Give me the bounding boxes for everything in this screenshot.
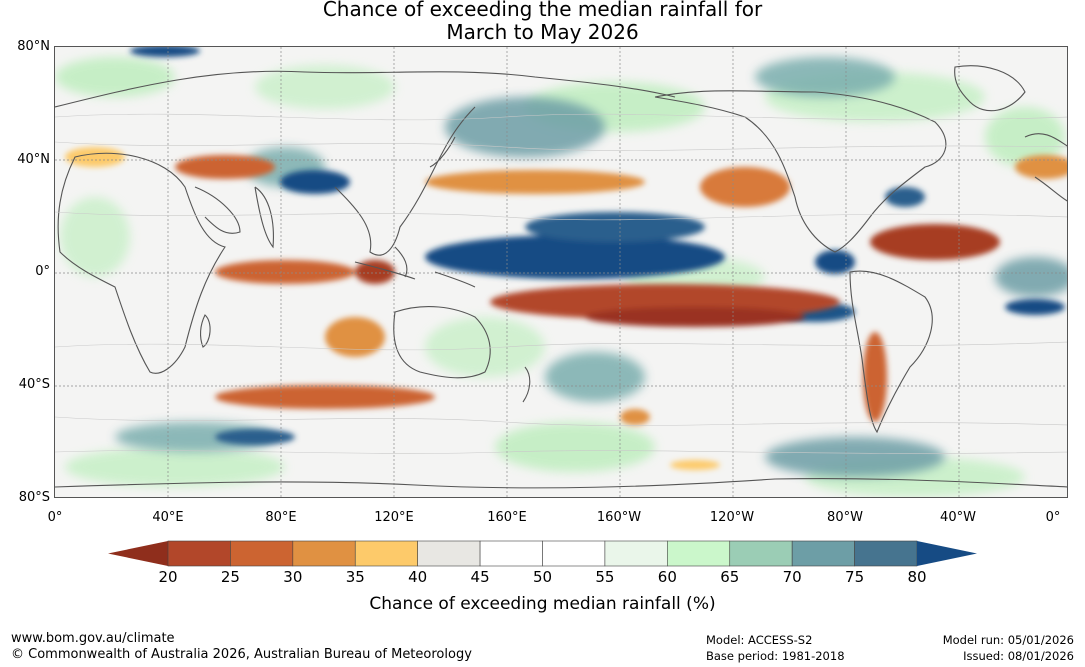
colorbar-tick-label: 25 (220, 568, 240, 586)
lon-label-80e: 80°E (265, 510, 297, 525)
lon-label-0: 0° (47, 510, 63, 525)
colorbar-cell (354, 540, 418, 567)
colorbar-cell (417, 540, 481, 567)
colorbar-tick-label: 30 (283, 568, 303, 586)
colorbar-tick-label: 40 (408, 568, 428, 586)
colorbar-tick-label: 70 (782, 568, 802, 586)
colorbar-arrow-high (917, 541, 977, 566)
lat-label-80n: 80°N (17, 39, 50, 54)
rainfall-map-svg (55, 47, 1067, 497)
lat-label-40n: 40°N (17, 152, 50, 167)
colorbar-tick-label: 45 (470, 568, 490, 586)
colorbar-tick-label: 75 (845, 568, 865, 586)
rainfall-map (54, 46, 1068, 498)
colorbar-arrow-low (108, 541, 168, 566)
lon-label-160e: 160°E (487, 510, 527, 525)
colorbar-cell (604, 540, 668, 567)
colorbar-tick-label: 20 (158, 568, 178, 586)
contour-texture (55, 113, 1067, 454)
footer-model-run: Model run: 05/01/2026 (942, 633, 1074, 647)
colorbar-cell (729, 540, 793, 567)
lon-label-40e: 40°E (152, 510, 184, 525)
colorbar (108, 540, 977, 567)
footer-issued: Issued: 08/01/2026 (963, 649, 1074, 663)
footer-url[interactable]: www.bom.gov.au/climate (11, 631, 175, 646)
lon-label-40w: 40°W (940, 510, 976, 525)
lat-label-40s: 40°S (18, 377, 50, 392)
dry-anomaly-patches (65, 147, 1067, 470)
colorbar-cell (167, 540, 231, 567)
colorbar-cell (542, 540, 606, 567)
coastlines (55, 65, 1067, 489)
lon-label-160w: 160°W (596, 510, 642, 525)
colorbar-cell (854, 540, 918, 567)
lon-label-120w: 120°W (709, 510, 755, 525)
colorbar-cell (230, 540, 294, 567)
map-title-line1: Chance of exceeding the median rainfall … (322, 0, 763, 21)
colorbar-title: Chance of exceeding median rainfall (%) (369, 594, 716, 614)
lon-label-120e: 120°E (374, 510, 414, 525)
colorbar-tick-label: 55 (595, 568, 615, 586)
lon-label-80w: 80°W (827, 510, 863, 525)
colorbar-tick-label: 50 (532, 568, 553, 586)
colorbar-tick-label: 35 (345, 568, 365, 586)
footer-base-period: Base period: 1981-2018 (706, 649, 845, 663)
lat-label-80s: 80°S (18, 490, 50, 505)
colorbar-cell (292, 540, 356, 567)
footer-model: Model: ACCESS-S2 (706, 633, 813, 647)
lat-label-0: 0° (35, 264, 50, 279)
lon-label-0-right: 0° (1045, 510, 1061, 525)
footer-copyright: © Commonwealth of Australia 2026, Austra… (11, 647, 472, 662)
colorbar-cell (479, 540, 543, 567)
graticule (55, 47, 1067, 497)
green-anomaly-patches (55, 57, 1065, 497)
colorbar-cell (791, 540, 855, 567)
colorbar-tick-label: 60 (657, 568, 677, 586)
colorbar-tick-label: 65 (720, 568, 740, 586)
colorbar-cell (667, 540, 731, 567)
map-title-line2: March to May 2026 (446, 20, 639, 44)
colorbar-tick-label: 80 (907, 568, 927, 586)
